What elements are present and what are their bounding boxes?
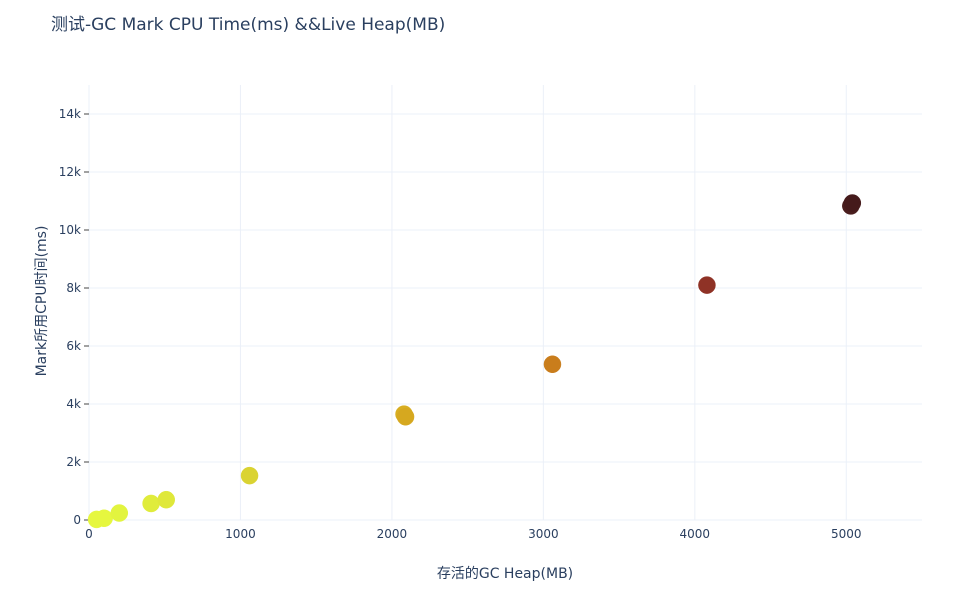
y-tick-label: 6k <box>66 339 81 353</box>
y-tick-label: 4k <box>66 397 81 411</box>
axis-layer: 0 1000 2000 3000 4000 5000 0 2k 4k 6k 8k 10k 12k 14k <box>59 107 862 541</box>
scatter-point <box>396 408 415 426</box>
chart-title: 测试-GC Mark CPU Time(ms) &&Live Heap(MB) <box>51 15 445 35</box>
scatter-point <box>95 509 113 528</box>
scatter-point <box>142 494 160 513</box>
scatter-point <box>543 355 562 374</box>
scatter-point <box>110 504 129 522</box>
scatter-point <box>698 276 716 294</box>
y-tick-label: 12k <box>59 165 81 179</box>
x-tick-label: 5000 <box>831 527 862 541</box>
y-tick-label: 10k <box>59 223 81 237</box>
x-tick-label: 4000 <box>680 527 711 541</box>
x-tick-label: 2000 <box>377 527 408 541</box>
y-tick-label: 2k <box>66 455 81 469</box>
scatter-point <box>240 466 259 485</box>
y-tick-label: 8k <box>66 281 81 295</box>
scatter-point <box>843 194 862 212</box>
scatter-point <box>157 490 175 509</box>
x-tick-label: 0 <box>85 527 93 541</box>
x-tick-label: 1000 <box>225 527 256 541</box>
y-tick-label: 14k <box>59 107 81 121</box>
x-axis-label: 存活的GC Heap(MB) <box>437 566 573 582</box>
y-axis-label: Mark所用CPU时间(ms) <box>34 226 50 377</box>
grid-layer <box>88 85 922 521</box>
y-tick-label: 0 <box>73 513 81 527</box>
points-layer <box>87 194 862 529</box>
x-tick-label: 3000 <box>528 527 559 541</box>
